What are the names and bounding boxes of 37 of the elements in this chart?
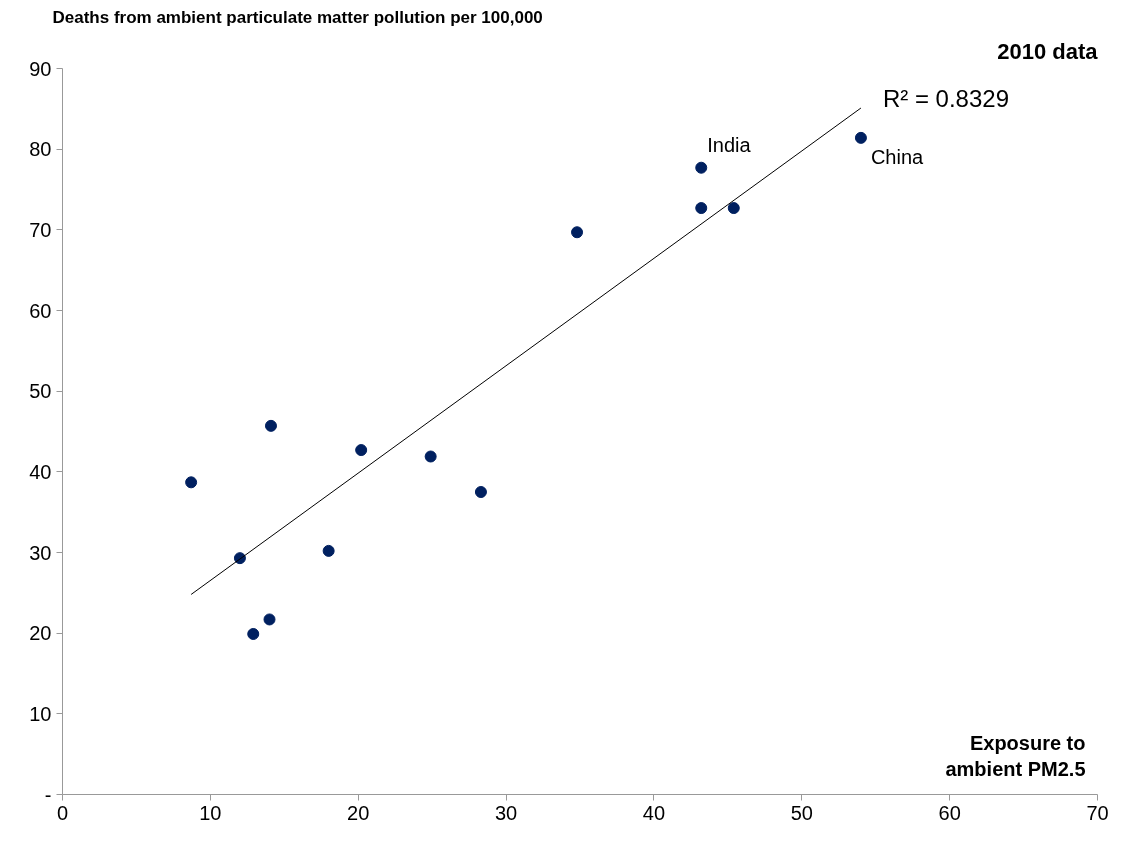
y-tick-label: 90 xyxy=(29,57,52,80)
point xyxy=(695,202,708,215)
point xyxy=(854,131,867,144)
annotation: R² = 0.8329 xyxy=(882,85,1010,113)
point xyxy=(355,444,368,457)
y-tick-label: 60 xyxy=(29,299,52,322)
x-tick-label: 70 xyxy=(1086,801,1109,824)
point xyxy=(247,627,260,640)
x-tick-label: 30 xyxy=(494,801,518,824)
y-tick-label: 40 xyxy=(29,460,52,483)
point xyxy=(727,202,740,215)
point xyxy=(695,161,708,174)
point xyxy=(474,486,487,498)
point xyxy=(185,476,198,489)
x-tick-label: 10 xyxy=(199,801,222,824)
x-tick-label: 0 xyxy=(56,801,69,824)
point xyxy=(571,226,584,239)
annotation: China xyxy=(870,145,925,168)
y-tick-label: 70 xyxy=(29,218,52,241)
y-tick-label: 10 xyxy=(29,702,52,725)
x-axis-title: Exposure to ambient PM2.5 xyxy=(945,732,1086,781)
x-tick-label: 20 xyxy=(347,801,370,824)
point xyxy=(263,613,276,626)
x-tick-label: 40 xyxy=(642,801,666,824)
y-tick-label: - xyxy=(44,783,52,806)
chart-title: Deaths from ambient particulate matter pollution per 100,000 xyxy=(52,7,543,27)
x-tick-label: 60 xyxy=(938,801,961,824)
y-tick-label: 20 xyxy=(29,622,52,645)
y-tick-label: 30 xyxy=(29,541,52,564)
y-tick-label: 80 xyxy=(29,138,52,161)
x-tick-label: 50 xyxy=(790,801,813,824)
point xyxy=(424,450,437,463)
y-tick-label: 50 xyxy=(29,380,52,403)
annotation: India xyxy=(707,133,752,156)
chart-subtitle: 2010 data xyxy=(997,38,1099,64)
point xyxy=(264,419,277,432)
point xyxy=(322,544,335,557)
